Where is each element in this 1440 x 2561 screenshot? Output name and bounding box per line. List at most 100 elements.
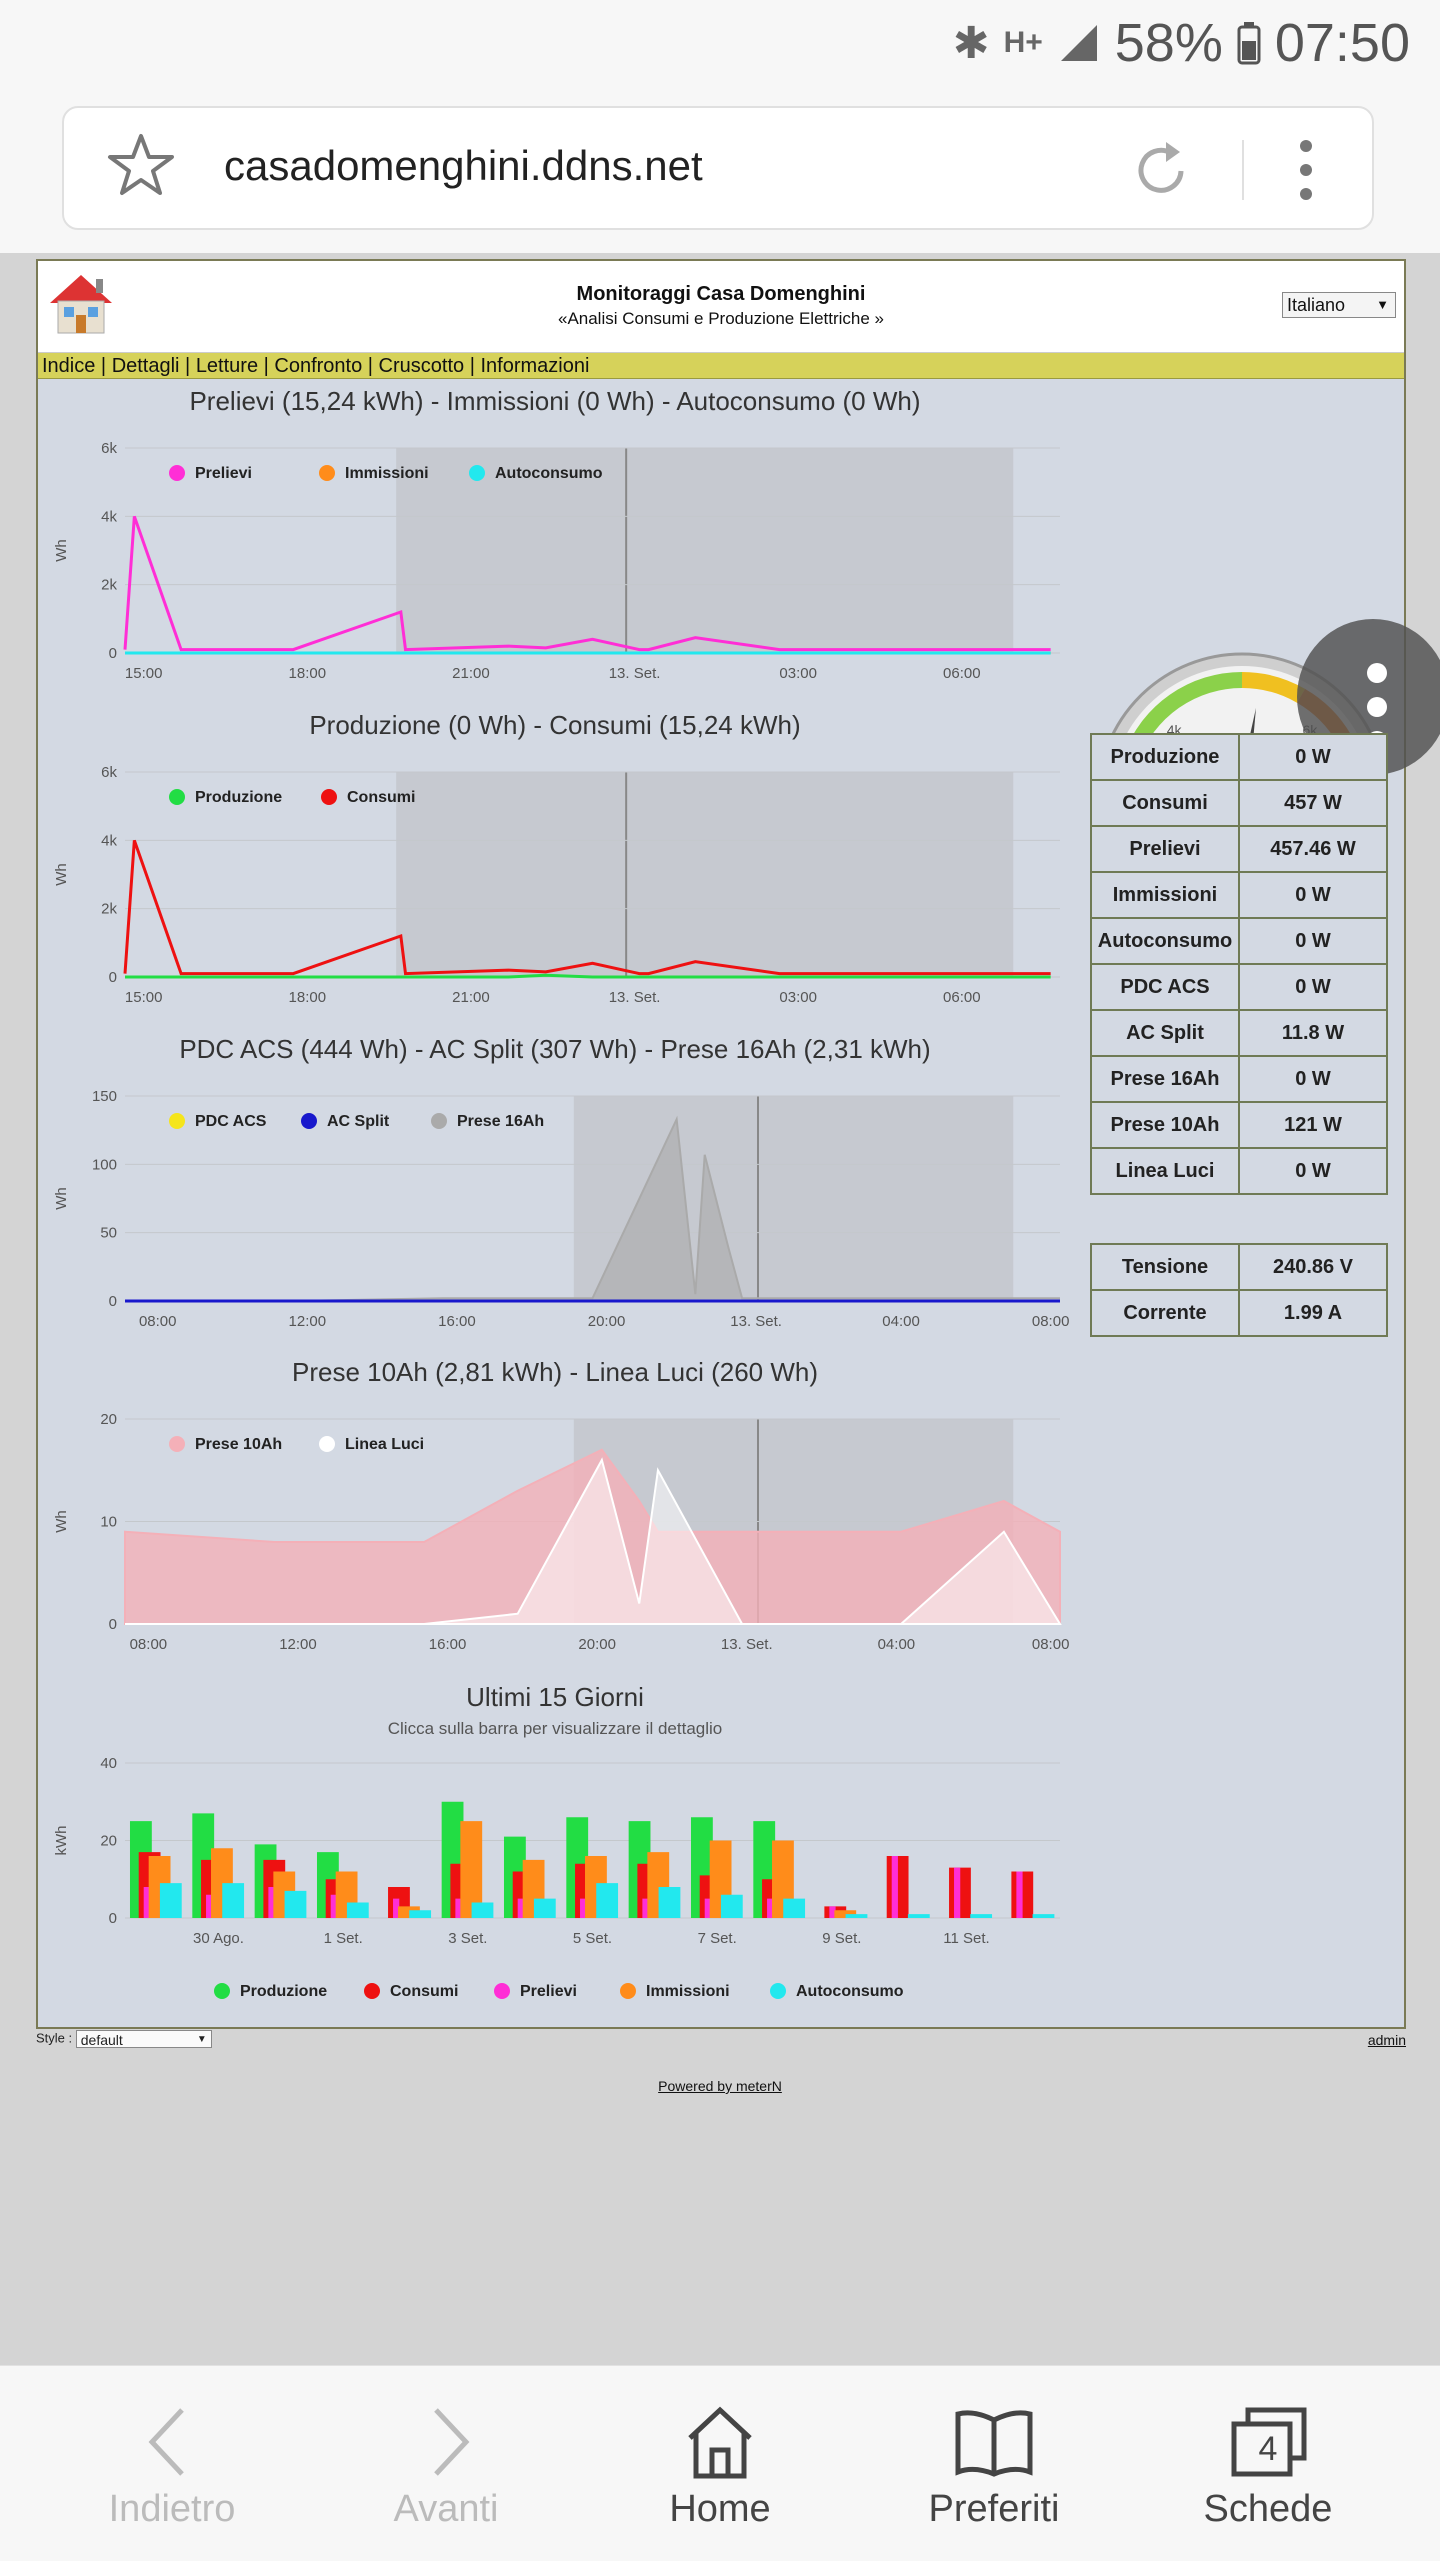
home-button[interactable]: Home (600, 2366, 840, 2561)
browser-menu-icon[interactable] (1296, 140, 1316, 204)
row-value: 457.46 W (1238, 825, 1388, 873)
menu-item-dettagli[interactable]: Dettagli (111, 355, 180, 377)
reload-icon[interactable] (1126, 136, 1196, 206)
bar (330, 1894, 337, 1918)
tabs-button[interactable]: 4 Schede (1148, 2366, 1388, 2561)
powered-by-link[interactable]: Powered by meterN (658, 2078, 782, 2094)
x-tick-label: 13. Set. (609, 665, 661, 678)
row-value: 11.8 W (1238, 1009, 1388, 1057)
menu-item-confronto[interactable]: Confronto (274, 355, 363, 377)
bar (222, 1883, 245, 1918)
tabs-icon (1231, 2407, 1307, 2477)
menu-item-letture[interactable]: Letture (195, 355, 259, 377)
x-tick-label: 15:00 (125, 989, 163, 1002)
chart-produzione-consumi[interactable]: 0 2k 4k 6k Wh 15:00 18:00 21:00 13. Set. 03:00 06:… (50, 747, 1070, 1002)
legend-marker (321, 789, 337, 805)
y-tick-label: 4k (101, 508, 117, 525)
row-value: 0 W (1238, 917, 1388, 965)
bar (891, 1856, 898, 1918)
home-logo-icon[interactable] (46, 271, 116, 337)
row-label: Prelievi (1090, 825, 1240, 873)
legend-marker (169, 1113, 185, 1129)
y-tick-label: 100 (92, 1156, 117, 1173)
address-bar[interactable]: casadomenghini.ddns.net (62, 106, 1374, 230)
x-tick-label: 15:00 (125, 665, 163, 678)
menu-item-indice[interactable]: Indice (42, 355, 96, 377)
row-label: Corrente (1090, 1289, 1240, 1337)
bar (767, 1898, 774, 1918)
x-tick-label: 20:00 (588, 1313, 626, 1326)
row-label: Immissioni (1090, 871, 1240, 919)
legend-label: Prelievi (520, 1983, 577, 2000)
admin-link[interactable]: admin (1367, 2032, 1406, 2048)
bar (393, 1898, 400, 1918)
legend-marker (214, 1983, 230, 1999)
bar (143, 1887, 150, 1918)
legend-label: Immissioni (646, 1983, 730, 2000)
bar (720, 1894, 743, 1918)
x-tick-label: 16:00 (438, 1313, 476, 1326)
row-label: Tensione (1090, 1243, 1240, 1291)
y-tick-label: 20 (100, 1833, 117, 1850)
menu-item-informazioni[interactable]: Informazioni (480, 355, 590, 377)
page-title: Monitoraggi Casa Domenghini (576, 283, 866, 305)
chevron-right-icon (434, 2408, 470, 2476)
browser-toolbar: casadomenghini.ddns.net (0, 88, 1440, 253)
chevron-left-icon (148, 2408, 184, 2476)
chart-ultimi-15-giorni[interactable]: 0 20 40 kWh 30 Ago. 1 Set. 3 Set. 5 Set. 7 Set. 9… (50, 1743, 1070, 2013)
legend-label: AC Split (327, 1113, 390, 1130)
bar (834, 1910, 857, 1918)
back-button[interactable]: Indietro (52, 2366, 292, 2561)
bookmark-star-icon[interactable] (106, 130, 176, 200)
forward-button[interactable]: Avanti (326, 2366, 566, 2561)
language-select[interactable]: Italiano ▼ (1282, 292, 1396, 318)
row-label: Prese 16Ah (1090, 1055, 1240, 1103)
book-icon (955, 2410, 1033, 2477)
row-value: 0 W (1238, 1055, 1388, 1103)
style-select[interactable]: default ▼ (75, 2030, 212, 2048)
table-row: Tensione 240.86 V (1090, 1243, 1388, 1291)
x-tick-label: 08:00 (1032, 1313, 1070, 1326)
chart5-subtitle: Clicca sulla barra per visualizzare il d… (387, 1719, 723, 1738)
bluetooth-icon: ✱ (952, 18, 990, 68)
signal-icon (1060, 25, 1097, 61)
x-tick-label: 18:00 (289, 665, 327, 678)
x-tick-label: 04:00 (882, 1313, 920, 1326)
x-tick-label: 03:00 (779, 989, 817, 1002)
favorites-button[interactable]: Preferiti (874, 2366, 1114, 2561)
tabs-label: Schede (1203, 2488, 1333, 2530)
series-area (125, 1457, 1062, 1625)
chart-prese10-luci[interactable]: 0 10 20 Wh 08:00 12:00 16:00 20:00 13. Set. 04:00… (50, 1394, 1070, 1649)
bar (970, 1914, 993, 1918)
menu-item-cruscotto[interactable]: Cruscotto (378, 355, 465, 377)
bar (783, 1898, 806, 1918)
bar (471, 1902, 494, 1918)
legend-marker (469, 465, 485, 481)
x-tick-label: 08:00 (139, 1313, 177, 1326)
bar (284, 1890, 307, 1918)
series-line (123, 515, 1051, 652)
y-tick-label: 10 (100, 1514, 117, 1531)
legend-label: Linea Luci (345, 1436, 424, 1453)
x-tick-label: 7 Set. (698, 1930, 737, 1947)
chart-pdc-split-prese16[interactable]: 0 50 100 150 Wh 08:00 12:00 16:00 20:00 13. Set. 0… (50, 1071, 1070, 1326)
y-tick-label: 6k (101, 440, 117, 457)
style-value: default (80, 2032, 123, 2048)
chart-prelievi[interactable]: 0 2k 4k 6k Wh 15:00 18:00 21:00 13. Set. 03:00 06:… (50, 423, 1070, 678)
battery-percent: 58% (1114, 13, 1223, 73)
url-text[interactable]: casadomenghini.ddns.net (224, 142, 703, 189)
x-tick-label: 06:00 (943, 989, 981, 1002)
bar (409, 1910, 432, 1918)
night-band (396, 448, 1014, 653)
powered-by: Powered by meterN (0, 2078, 1440, 2094)
bar (533, 1898, 556, 1918)
x-tick-label: 30 Ago. (193, 1930, 244, 1947)
bar (829, 1906, 836, 1918)
x-tick-label: 9 Set. (822, 1930, 861, 1947)
chevron-down-icon: ▼ (196, 2034, 207, 2045)
table-row: Linea Luci 0 W (1090, 1147, 1388, 1195)
bar (1016, 1871, 1023, 1918)
legend-marker (770, 1983, 786, 1999)
y-axis-label: Wh (53, 863, 70, 886)
bar (517, 1898, 524, 1918)
